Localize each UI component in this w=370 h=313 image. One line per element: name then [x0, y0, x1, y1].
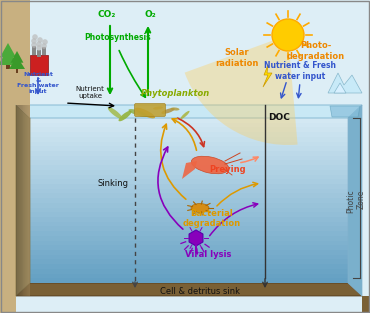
Polygon shape	[0, 296, 16, 313]
Polygon shape	[30, 189, 348, 193]
Polygon shape	[30, 250, 348, 255]
Polygon shape	[30, 165, 348, 170]
Polygon shape	[19, 105, 20, 296]
Polygon shape	[30, 132, 348, 137]
Polygon shape	[16, 105, 362, 118]
Polygon shape	[23, 105, 24, 296]
Polygon shape	[30, 161, 348, 165]
Circle shape	[37, 37, 43, 43]
FancyBboxPatch shape	[135, 104, 165, 116]
Text: Photo-
degradation: Photo- degradation	[287, 41, 345, 61]
Ellipse shape	[181, 111, 189, 119]
Bar	[42, 47, 46, 55]
Polygon shape	[30, 274, 348, 278]
Ellipse shape	[191, 203, 209, 213]
Polygon shape	[28, 105, 29, 296]
Text: Cell & detritus sink: Cell & detritus sink	[160, 286, 240, 295]
Polygon shape	[0, 0, 16, 313]
Polygon shape	[16, 283, 362, 296]
Polygon shape	[30, 146, 348, 151]
Polygon shape	[30, 217, 348, 222]
Text: Bacterial
degradation: Bacterial degradation	[183, 209, 241, 228]
Polygon shape	[30, 141, 348, 146]
Polygon shape	[27, 105, 28, 296]
Polygon shape	[0, 49, 18, 65]
Polygon shape	[30, 212, 348, 217]
Ellipse shape	[171, 107, 179, 110]
Polygon shape	[30, 269, 348, 274]
Polygon shape	[30, 236, 348, 241]
Text: Nutrient
&
Fresh water
input: Nutrient & Fresh water input	[17, 72, 59, 94]
Ellipse shape	[135, 108, 155, 118]
Ellipse shape	[153, 106, 163, 110]
Circle shape	[41, 43, 47, 49]
Polygon shape	[182, 161, 197, 179]
Polygon shape	[9, 56, 25, 69]
Polygon shape	[330, 106, 360, 117]
Text: CO₂: CO₂	[98, 10, 116, 19]
Polygon shape	[18, 105, 19, 296]
Bar	[32, 46, 36, 55]
Polygon shape	[17, 105, 18, 296]
Bar	[16, 69, 18, 73]
Polygon shape	[30, 118, 348, 123]
Polygon shape	[20, 105, 21, 296]
Ellipse shape	[118, 111, 131, 121]
Text: Nutrient
uptake: Nutrient uptake	[75, 86, 104, 99]
Polygon shape	[30, 222, 348, 226]
Circle shape	[31, 38, 37, 44]
Polygon shape	[30, 231, 348, 236]
Polygon shape	[29, 105, 30, 296]
Polygon shape	[24, 105, 25, 296]
Text: Photic
Zone: Photic Zone	[347, 189, 366, 213]
Polygon shape	[30, 184, 348, 189]
Polygon shape	[25, 105, 26, 296]
Polygon shape	[11, 51, 23, 63]
Polygon shape	[328, 73, 362, 93]
Polygon shape	[30, 226, 348, 231]
Polygon shape	[348, 105, 362, 296]
Polygon shape	[334, 83, 346, 93]
Text: Viral lysis: Viral lysis	[185, 250, 231, 259]
Polygon shape	[30, 151, 348, 156]
Polygon shape	[30, 179, 348, 184]
Ellipse shape	[191, 156, 229, 174]
Polygon shape	[26, 105, 27, 296]
Polygon shape	[30, 127, 348, 132]
Polygon shape	[30, 156, 348, 161]
Polygon shape	[263, 65, 272, 87]
Ellipse shape	[161, 108, 175, 114]
Polygon shape	[30, 175, 348, 179]
Polygon shape	[30, 241, 348, 245]
Circle shape	[36, 45, 42, 51]
Polygon shape	[30, 259, 348, 264]
Circle shape	[32, 34, 38, 40]
Circle shape	[31, 42, 37, 48]
Polygon shape	[30, 193, 348, 198]
Polygon shape	[16, 105, 30, 296]
Bar	[6, 65, 10, 69]
Text: Phytoplankton: Phytoplankton	[140, 89, 210, 98]
Polygon shape	[362, 296, 370, 313]
Text: Preying: Preying	[210, 165, 246, 174]
Polygon shape	[30, 278, 348, 283]
Polygon shape	[30, 255, 348, 259]
Wedge shape	[185, 35, 297, 145]
Polygon shape	[30, 264, 348, 269]
Text: Sinking: Sinking	[97, 178, 128, 187]
Text: Solar
radiation: Solar radiation	[215, 48, 259, 68]
Ellipse shape	[128, 109, 148, 117]
Polygon shape	[16, 105, 17, 296]
Polygon shape	[0, 43, 16, 57]
Text: Nutrient & Fresh
water input: Nutrient & Fresh water input	[264, 61, 336, 81]
Polygon shape	[16, 0, 30, 118]
Ellipse shape	[108, 107, 122, 119]
Circle shape	[42, 39, 48, 45]
Polygon shape	[21, 105, 23, 296]
Polygon shape	[30, 170, 348, 175]
Text: Photosynthesis: Photosynthesis	[85, 33, 151, 43]
Text: DOC: DOC	[268, 114, 290, 122]
Bar	[30, 55, 48, 75]
Polygon shape	[30, 203, 348, 208]
